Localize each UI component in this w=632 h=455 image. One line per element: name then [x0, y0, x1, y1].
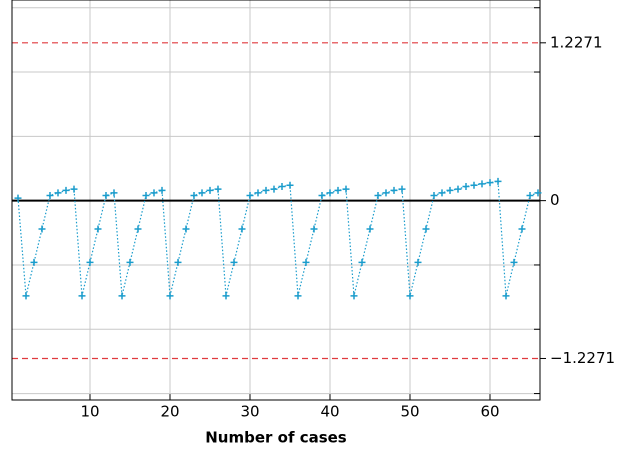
data-point	[158, 186, 166, 194]
data-point	[102, 191, 110, 199]
data-point	[486, 179, 494, 187]
data-point	[38, 225, 46, 233]
data-point	[214, 185, 222, 193]
data-point	[534, 189, 542, 197]
data-point	[54, 189, 62, 197]
x-tick-label: 20	[160, 403, 179, 421]
x-tick-label: 30	[240, 403, 259, 421]
data-point	[318, 191, 326, 199]
data-point	[134, 225, 142, 233]
data-point	[46, 191, 54, 199]
data-point	[374, 191, 382, 199]
data-point	[430, 191, 438, 199]
data-point	[262, 186, 270, 194]
data-point	[70, 185, 78, 193]
data-point	[390, 186, 398, 194]
data-point	[190, 191, 198, 199]
data-point	[222, 292, 230, 300]
data-point	[350, 292, 358, 300]
data-point	[502, 292, 510, 300]
data-point	[174, 258, 182, 266]
data-point	[454, 185, 462, 193]
plot-frame	[11, 0, 541, 401]
x-tick-label: 60	[480, 403, 499, 421]
data-point	[294, 292, 302, 300]
data-point	[406, 292, 414, 300]
y-tick-label: −1.2271	[550, 349, 615, 367]
data-point	[494, 177, 502, 185]
data-point	[62, 186, 70, 194]
data-point	[126, 258, 134, 266]
data-point	[14, 194, 22, 202]
data-point	[246, 191, 254, 199]
data-point	[94, 225, 102, 233]
data-point	[230, 258, 238, 266]
data-point	[302, 258, 310, 266]
data-point	[270, 185, 278, 193]
data-point	[142, 191, 150, 199]
data-point	[30, 258, 38, 266]
x-tick-label: 40	[320, 403, 339, 421]
data-point	[110, 189, 118, 197]
data-point	[22, 292, 30, 300]
data-point	[150, 189, 158, 197]
data-point	[254, 189, 262, 197]
data-point	[286, 181, 294, 189]
data-point	[342, 185, 350, 193]
y-tick-label: 1.2271	[550, 33, 603, 51]
data-point	[462, 182, 470, 190]
data-point	[398, 185, 406, 193]
data-point	[478, 180, 486, 188]
data-point	[470, 181, 478, 189]
data-point	[510, 258, 518, 266]
x-tick-label: 10	[80, 403, 99, 421]
x-tick-label: 50	[400, 403, 419, 421]
data-point	[166, 292, 174, 300]
data-point	[206, 186, 214, 194]
x-axis-label: Number of cases	[205, 429, 347, 447]
data-point	[366, 225, 374, 233]
data-point	[518, 225, 526, 233]
data-point	[414, 258, 422, 266]
data-point	[118, 292, 126, 300]
y-tick-label: 0	[550, 191, 560, 209]
data-point	[278, 182, 286, 190]
data-point	[422, 225, 430, 233]
data-point	[310, 225, 318, 233]
data-point	[326, 189, 334, 197]
data-point	[446, 186, 454, 194]
data-point	[334, 186, 342, 194]
data-point	[526, 191, 534, 199]
data-point	[382, 189, 390, 197]
data-point	[438, 189, 446, 197]
data-point	[182, 225, 190, 233]
data-point	[78, 292, 86, 300]
data-point	[198, 189, 206, 197]
data-point	[358, 258, 366, 266]
data-point	[86, 258, 94, 266]
data-point	[238, 225, 246, 233]
